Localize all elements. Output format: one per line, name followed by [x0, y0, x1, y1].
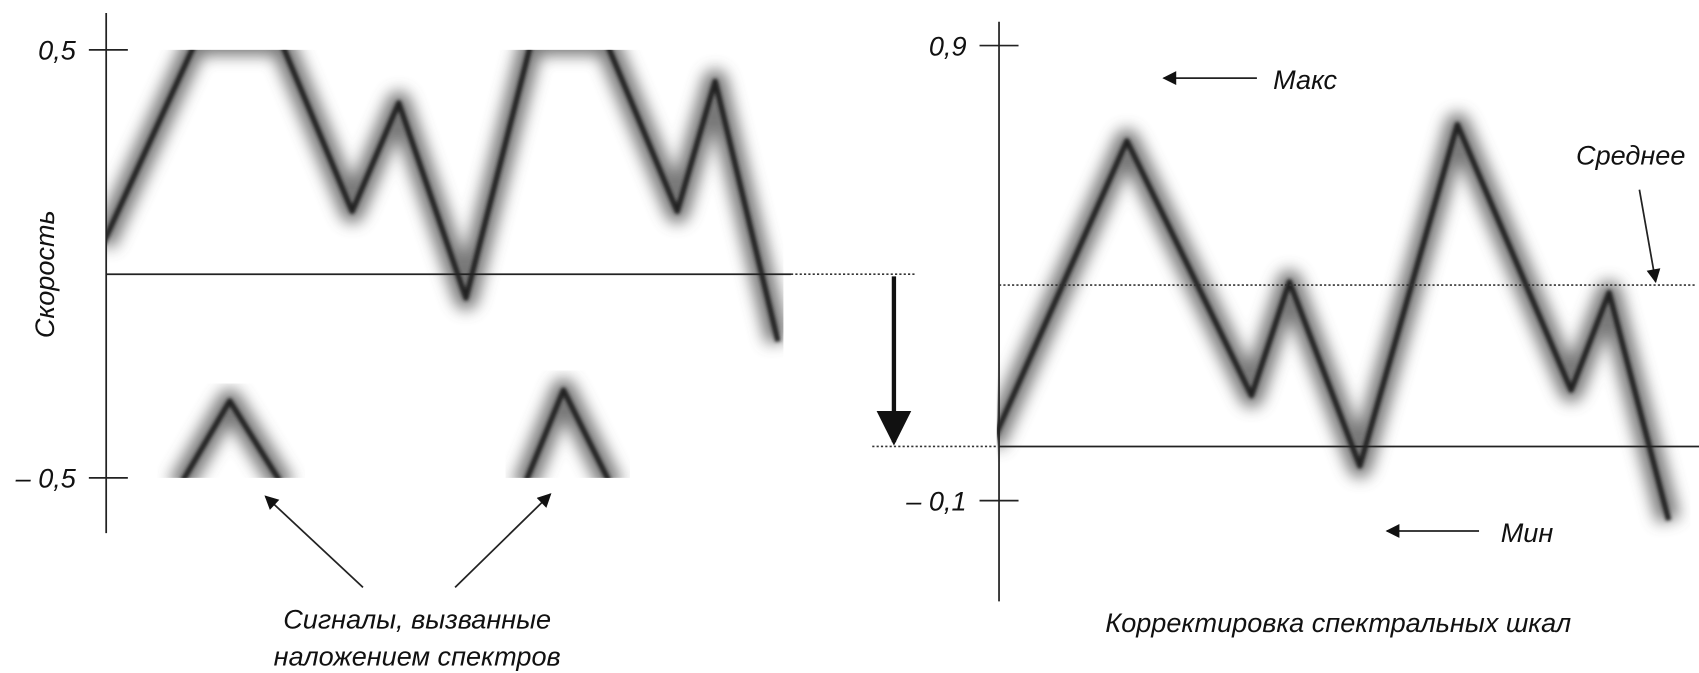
spectrum-right [996, 112, 1681, 524]
caption: наложением спектров [274, 640, 561, 671]
min-label: Мин [1501, 517, 1554, 548]
caption: Корректировка спектральных шкал [1105, 607, 1571, 638]
arrow [1638, 189, 1661, 284]
axis-label: Скорость [29, 210, 60, 338]
mean-label: Среднее [1576, 140, 1685, 171]
caption: Сигналы, вызванные [283, 604, 551, 635]
tick-label: – 0,5 [15, 463, 77, 494]
max-label: Макс [1273, 64, 1337, 95]
arrow [454, 493, 552, 588]
tick-label: 0,5 [38, 35, 77, 66]
tick-label: 0,9 [929, 30, 967, 61]
tick-label: – 0,1 [905, 485, 966, 516]
arrow [264, 495, 364, 588]
spectrum-left [106, 49, 784, 478]
